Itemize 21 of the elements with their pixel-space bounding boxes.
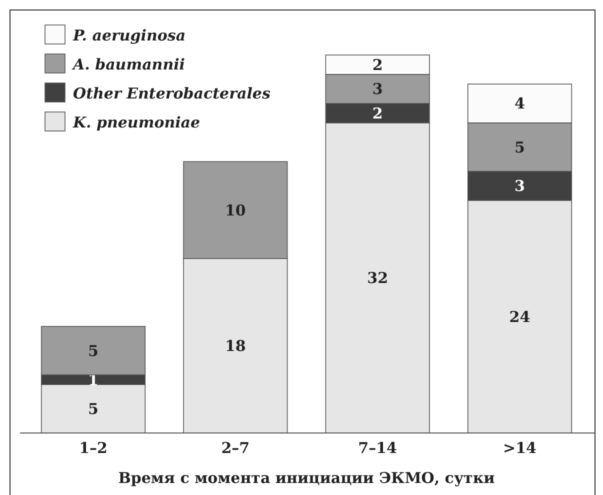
x-tick-label: 1–2: [79, 439, 108, 457]
data-label: 2: [372, 104, 383, 122]
x-tick-label: >14: [503, 439, 536, 457]
data-label: 5: [88, 400, 98, 418]
data-label: 18: [224, 337, 246, 356]
data-label: 10: [224, 201, 246, 220]
legend-label: K. pneumoniae: [72, 113, 200, 132]
legend-label: A. baumannii: [71, 55, 186, 74]
legend-label: Other Enterobacterales: [73, 84, 271, 102]
legend-label: P. aeruginosa: [72, 26, 186, 44]
data-label: 5: [514, 138, 525, 156]
data-label: 2: [372, 56, 383, 74]
data-label: 4: [514, 94, 525, 113]
data-label: 3: [372, 80, 383, 98]
data-label: 5: [88, 342, 98, 360]
data-label: 24: [509, 308, 530, 326]
x-tick-label: 2–7: [221, 439, 250, 457]
x-axis-title: Время с момента инициации ЭКМО, сутки: [118, 469, 495, 487]
x-tick-label: 7–14: [358, 439, 397, 457]
data-label: 3: [514, 177, 525, 196]
data-label: 32: [367, 269, 388, 288]
